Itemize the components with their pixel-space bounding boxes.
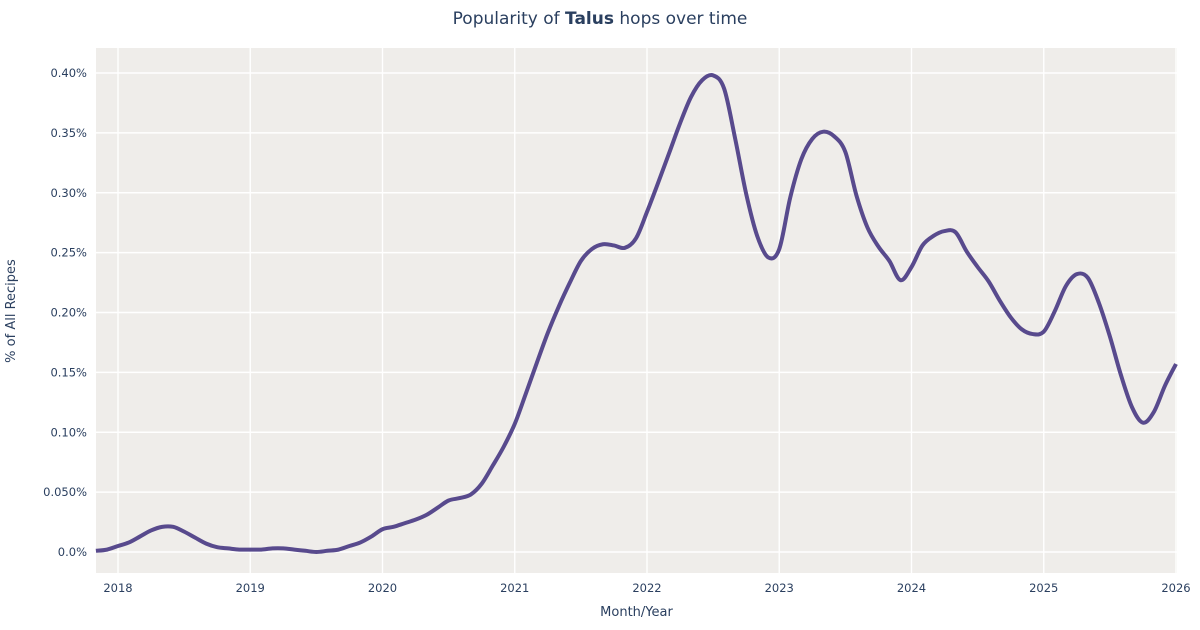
x-tick-label: 2020 [368, 581, 397, 595]
chart-title: Popularity of Talus hops over time [0, 8, 1200, 30]
chart-title-prefix: Popularity of [452, 9, 566, 29]
y-tick-label: 0.050% [43, 485, 87, 499]
y-tick-label: 0.0% [58, 545, 87, 559]
y-tick-label: 0.35% [50, 126, 87, 140]
y-tick-label: 0.10% [50, 425, 87, 439]
x-tick-label: 2022 [632, 581, 661, 595]
y-tick-label: 0.25% [50, 246, 87, 260]
x-tick-label: 2021 [500, 581, 529, 595]
plot-area [96, 48, 1177, 573]
x-axis-title: Month/Year [600, 605, 673, 620]
x-tick-label: 2023 [765, 581, 794, 595]
series-line-talus [95, 73, 1178, 554]
y-tick-label: 0.40% [50, 66, 87, 80]
x-tick-label: 2025 [1029, 581, 1058, 595]
x-tick-label: 2019 [236, 581, 265, 595]
y-axis-title: % of All Recipes [4, 259, 19, 363]
x-tick-label: 2018 [103, 581, 132, 595]
y-tick-label: 0.30% [50, 186, 87, 200]
y-tick-label: 0.15% [50, 365, 87, 379]
x-tick-label: 2026 [1161, 581, 1190, 595]
chart-title-hop-name: Talus [565, 9, 614, 29]
y-tick-label: 0.20% [50, 306, 87, 320]
x-tick-label: 2024 [897, 581, 926, 595]
chart-title-suffix: hops over time [613, 9, 748, 29]
